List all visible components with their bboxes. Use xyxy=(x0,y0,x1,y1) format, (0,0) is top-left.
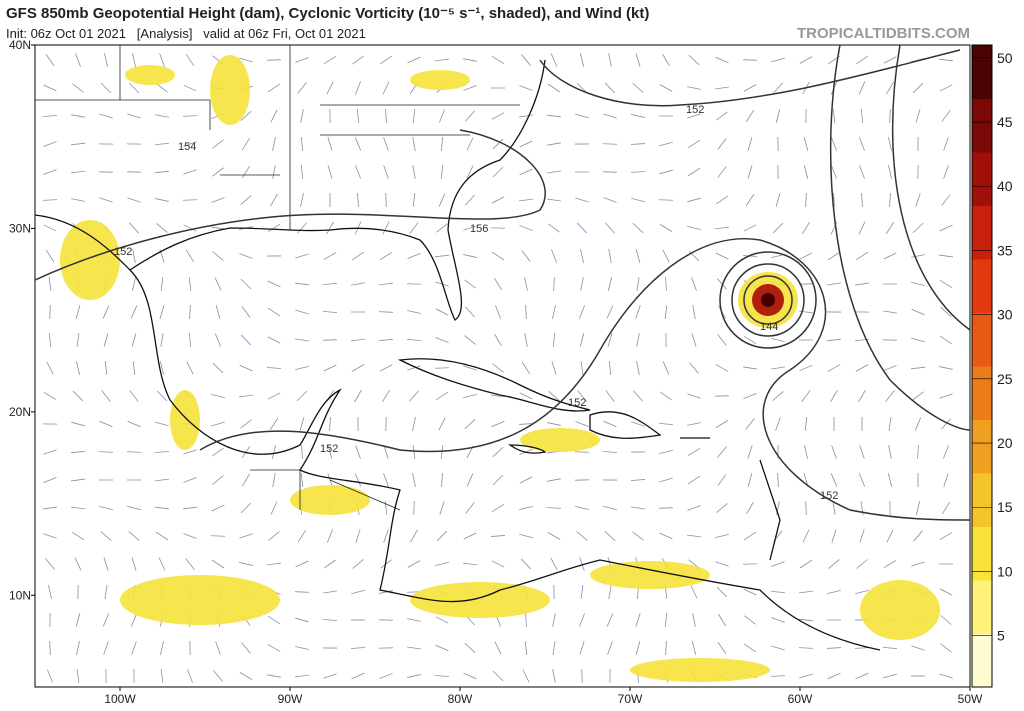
x-tick-label: 100W xyxy=(104,692,136,706)
vort xyxy=(290,485,370,515)
colorbar-segment xyxy=(972,366,992,420)
x-tick-label: 90W xyxy=(278,692,303,706)
subtitle: Init: 06z Oct 01 2021 [Analysis] valid a… xyxy=(6,26,366,41)
contour-label: 152 xyxy=(114,246,132,258)
y-tick-label: 20N xyxy=(9,405,31,419)
contour-label: 152 xyxy=(568,397,586,409)
colorbar-segment xyxy=(972,580,992,634)
contour-label: 152 xyxy=(820,490,838,502)
y-tick-label: 30N xyxy=(9,221,31,235)
vort xyxy=(520,428,600,452)
vort xyxy=(590,561,710,589)
colorbar-tick-label: 50 xyxy=(997,50,1013,66)
colorbar-tick-label: 35 xyxy=(997,242,1013,258)
y-tick-label: 10N xyxy=(9,588,31,602)
x-tick-label: 80W xyxy=(448,692,473,706)
wind-barb xyxy=(743,564,757,565)
contour-label: 152 xyxy=(686,104,704,116)
title: GFS 850mb Geopotential Height (dam), Cyc… xyxy=(6,5,649,22)
wind-barb xyxy=(491,228,505,229)
contour-label: 156 xyxy=(470,223,488,235)
wind-barb xyxy=(386,193,387,207)
contour-label: 154 xyxy=(178,141,196,153)
colorbar-tick-label: 45 xyxy=(997,114,1013,130)
contour-label: 144 xyxy=(760,321,778,333)
colorbar-segment xyxy=(972,259,992,313)
colorbar-segment xyxy=(972,420,992,474)
vort xyxy=(60,220,120,300)
wind-barb xyxy=(407,284,421,285)
contour-label: 152 xyxy=(320,443,338,455)
wind-barb xyxy=(806,501,807,515)
vort xyxy=(761,293,775,307)
x-tick-label: 70W xyxy=(618,692,643,706)
colorbar-tick-label: 5 xyxy=(997,628,1005,644)
watermark: TROPICALTIDBITS.COM xyxy=(797,25,970,42)
vort xyxy=(125,65,175,85)
vort xyxy=(410,70,470,90)
colorbar-tick-label: 25 xyxy=(997,371,1013,387)
x-tick-label: 60W xyxy=(788,692,813,706)
colorbar-tick-label: 15 xyxy=(997,499,1013,515)
colorbar-tick-label: 30 xyxy=(997,307,1013,323)
vort xyxy=(860,580,940,640)
colorbar-segment xyxy=(972,527,992,581)
vort xyxy=(120,575,280,625)
colorbar-segment xyxy=(972,152,992,206)
colorbar-segment xyxy=(972,473,992,527)
colorbar-tick-label: 10 xyxy=(997,563,1013,579)
colorbar-segment xyxy=(972,634,992,688)
wind-barb xyxy=(435,368,449,369)
colorbar-tick-label: 40 xyxy=(997,178,1013,194)
colorbar-segment xyxy=(972,99,992,153)
vort xyxy=(630,658,770,682)
y-tick-label: 40N xyxy=(9,38,31,52)
colorbar-tick-label: 20 xyxy=(997,435,1013,451)
vort xyxy=(210,55,250,125)
wind-barb xyxy=(659,200,673,201)
x-tick-label: 50W xyxy=(958,692,983,706)
colorbar-segment xyxy=(972,206,992,260)
colorbar-segment xyxy=(972,313,992,367)
map: 152 154 152 156 152 144 152 152 xyxy=(35,45,970,687)
vort xyxy=(170,390,200,450)
colorbar-segment xyxy=(972,45,992,99)
